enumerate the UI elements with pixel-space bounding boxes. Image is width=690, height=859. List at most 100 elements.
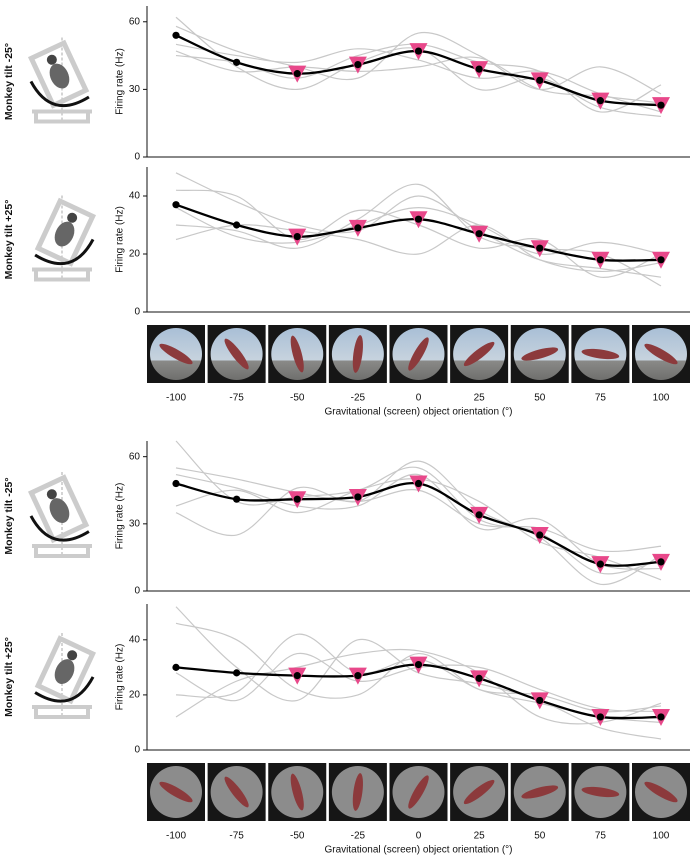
trace-line xyxy=(175,183,662,287)
tilted-chair xyxy=(27,39,90,109)
object-thumbnail xyxy=(207,325,266,383)
mean-point xyxy=(536,244,544,252)
object-thumbnail xyxy=(632,763,690,821)
y-tick-label: 60 xyxy=(129,16,141,27)
object-rod xyxy=(290,773,304,811)
y-tick-label: 60 xyxy=(129,451,141,462)
trace-line xyxy=(175,622,662,713)
mean-point xyxy=(172,663,180,671)
swing-arc xyxy=(29,515,90,542)
object-thumbnail xyxy=(571,763,630,821)
y-tick-label: 0 xyxy=(134,152,140,163)
x-tick-label: -50 xyxy=(290,831,305,842)
mean-point xyxy=(475,230,483,238)
mean-point xyxy=(172,479,180,488)
object-rod xyxy=(644,781,678,803)
object-rod xyxy=(644,343,678,365)
trace-line xyxy=(175,440,662,575)
mean-point xyxy=(536,696,544,705)
object-rod xyxy=(159,781,193,803)
chair-frame xyxy=(34,197,97,267)
monkey-body xyxy=(54,659,75,684)
monkey-body xyxy=(54,221,75,247)
object-thumbnail xyxy=(147,763,205,821)
x-tick-label: 25 xyxy=(474,393,486,404)
object-rod xyxy=(408,337,429,371)
mean-point xyxy=(596,560,604,568)
mean-point xyxy=(596,256,604,264)
object-rod xyxy=(352,335,363,373)
mean-point xyxy=(293,672,301,680)
object-thumbnail xyxy=(268,763,327,821)
y-axis-label: Firing rate (Hz) xyxy=(115,644,126,711)
base xyxy=(32,109,92,124)
chair-frame xyxy=(27,474,90,544)
x-tick-label: -75 xyxy=(229,393,244,404)
object-thumbnail xyxy=(147,325,205,383)
x-tick-label: 0 xyxy=(416,831,422,842)
object-thumbnail xyxy=(571,325,630,383)
object-rod xyxy=(463,341,495,367)
x-tick-label: 100 xyxy=(653,831,670,842)
chair-frame xyxy=(27,39,90,109)
x-axis-label: Gravitational (screen) object orientatio… xyxy=(325,845,513,856)
chair-frame xyxy=(34,635,97,705)
y-tick-label: 30 xyxy=(129,518,141,529)
mean-point xyxy=(293,233,301,241)
x-tick-label: 50 xyxy=(534,831,546,842)
monkey-illustration xyxy=(32,195,97,282)
mean-point xyxy=(657,101,665,109)
object-thumbnail xyxy=(268,325,327,383)
mean-point xyxy=(233,58,241,66)
mean-point xyxy=(293,495,301,503)
mean-point xyxy=(475,65,483,73)
mean-point xyxy=(293,70,301,78)
mean-point xyxy=(354,493,362,501)
x-tick-label: -25 xyxy=(351,831,366,842)
monkey-head xyxy=(67,212,78,223)
object-thumbnail xyxy=(389,763,448,821)
object-rod xyxy=(521,785,559,799)
trace-line xyxy=(175,224,662,273)
trace-line xyxy=(175,648,662,725)
base xyxy=(32,267,92,282)
mean-line xyxy=(175,481,662,567)
trace-line xyxy=(175,206,662,255)
swing-arc xyxy=(34,238,95,266)
monkey-illustration xyxy=(27,37,92,124)
trace-line xyxy=(175,25,662,95)
x-tick-label: -75 xyxy=(229,831,244,842)
x-tick-label: 100 xyxy=(653,393,670,404)
x-tick-label: 75 xyxy=(595,393,607,404)
monkey-illustration xyxy=(27,472,92,558)
row-label: Monkey tilt -25° xyxy=(3,43,15,120)
tilted-chair xyxy=(27,474,90,544)
y-tick-label: 40 xyxy=(129,634,141,645)
mean-point xyxy=(233,495,241,503)
swing-arc xyxy=(29,80,90,108)
mean-point xyxy=(354,60,362,69)
mean-point xyxy=(414,661,423,669)
mean-point xyxy=(657,713,665,721)
y-tick-label: 20 xyxy=(129,249,141,260)
x-axis-label: Gravitational (screen) object orientatio… xyxy=(325,407,513,418)
monkey-body xyxy=(49,63,70,89)
y-tick-label: 20 xyxy=(129,690,141,701)
mean-point xyxy=(596,713,604,721)
y-tick-label: 0 xyxy=(134,307,140,318)
object-rod xyxy=(352,773,363,811)
object-thumbnail xyxy=(450,325,509,383)
object-rod xyxy=(224,338,249,370)
trace-line xyxy=(175,460,662,585)
monkey-head xyxy=(67,650,78,661)
row-label: Monkey tilt -25° xyxy=(3,477,15,554)
mean-point xyxy=(354,672,362,680)
object-thumbnail xyxy=(207,763,266,821)
y-tick-label: 40 xyxy=(129,191,141,202)
monkey-head xyxy=(46,54,57,65)
y-axis-label: Firing rate (Hz) xyxy=(115,483,126,550)
trace-line xyxy=(175,43,662,113)
mean-point xyxy=(354,224,362,232)
mean-point xyxy=(414,215,423,223)
